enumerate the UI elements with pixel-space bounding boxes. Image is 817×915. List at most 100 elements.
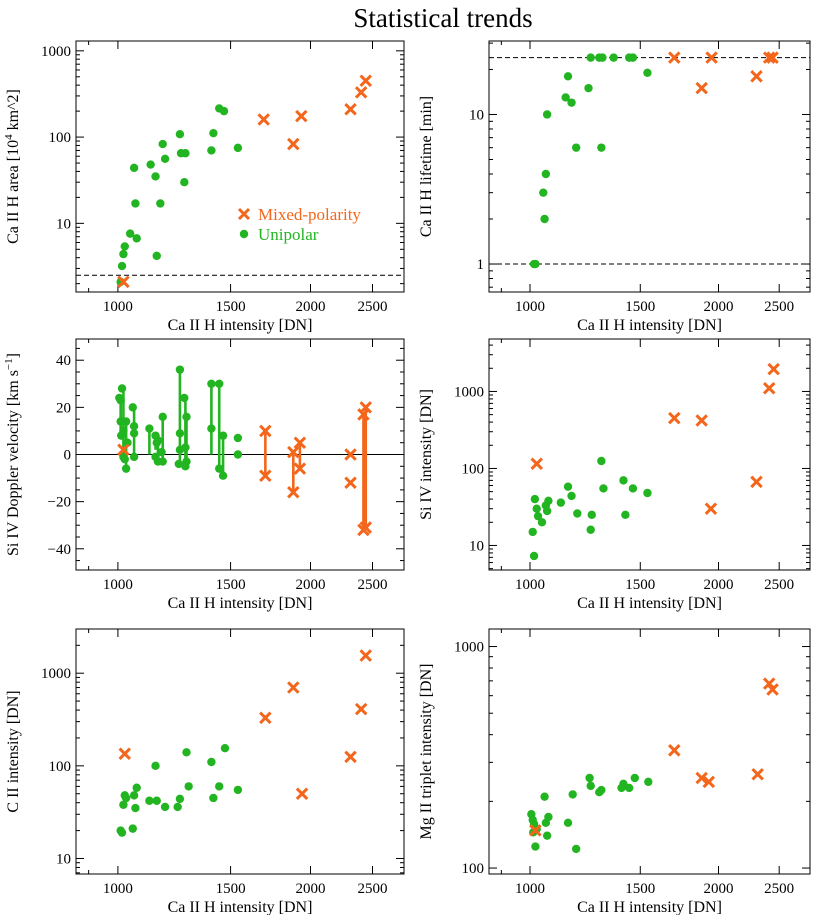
unipolar-point xyxy=(184,782,193,791)
x-tick-label: 2000 xyxy=(704,577,734,593)
unipolar-point xyxy=(157,447,166,457)
mixed-polarity-point xyxy=(287,681,300,694)
chart-panel-6: 1000 1500 2000 2500 100 1000 Ca II H intensity… xyxy=(418,628,811,915)
mixed-polarity-point xyxy=(762,51,776,64)
mixed-polarity-point xyxy=(354,86,368,99)
plot-frame xyxy=(488,628,811,875)
mixed-polarity-point xyxy=(359,521,373,534)
unipolar-point xyxy=(567,98,576,107)
x-axis-label: Ca II H intensity [DN] xyxy=(577,595,722,612)
mixed-polarity-point xyxy=(359,74,373,88)
unipolar-point xyxy=(587,510,596,520)
unipolar-point xyxy=(128,824,137,833)
unipolar-point xyxy=(571,143,581,152)
x-tick-label: 1500 xyxy=(216,299,246,315)
mixed-polarity-point xyxy=(359,401,373,414)
unipolar-point xyxy=(233,143,243,153)
mixed-polarity-point xyxy=(117,275,130,289)
unipolar-point xyxy=(145,424,154,433)
unipolar-point xyxy=(598,53,607,62)
mixed-polarity-point xyxy=(767,362,780,376)
unipolar-point xyxy=(207,379,216,388)
y-tick-label: 10 xyxy=(469,107,484,123)
x-axis-label: Ca II H intensity [DN] xyxy=(577,899,722,915)
y-tick-label: −20 xyxy=(48,495,71,511)
unipolar-point xyxy=(158,412,167,421)
x-tick-label: 1500 xyxy=(216,881,246,897)
mixed-polarity-point xyxy=(704,502,718,515)
mixed-polarity-point xyxy=(293,436,307,449)
unipolar-point xyxy=(528,527,537,537)
unipolar-point xyxy=(533,511,543,521)
mixed-polarity-point xyxy=(702,775,716,789)
unipolar-point xyxy=(532,504,541,513)
unipolar-point xyxy=(529,551,539,561)
plot-frame xyxy=(75,40,405,293)
mixed-polarity-point xyxy=(766,51,779,64)
unipolar-point xyxy=(128,403,137,412)
y-axis-label: C II intensity [DN] xyxy=(5,690,22,812)
unipolar-point xyxy=(544,812,553,822)
unipolar-point xyxy=(117,384,127,393)
unipolar-point xyxy=(542,831,552,840)
unipolar-point xyxy=(584,83,593,93)
legend-mixed-label: Mixed-polarity xyxy=(258,205,361,224)
unipolar-point xyxy=(120,242,129,251)
mixed-polarity-point xyxy=(293,462,307,475)
unipolar-point xyxy=(207,146,216,155)
unipolar-point xyxy=(131,199,140,208)
x-tick-label: 2500 xyxy=(358,299,388,315)
mixed-polarity-point xyxy=(695,771,708,785)
unipolar-point xyxy=(129,791,139,800)
unipolar-point xyxy=(152,796,161,805)
unipolar-point xyxy=(233,450,243,459)
x-tick-label: 2000 xyxy=(704,881,734,897)
unipolar-point xyxy=(628,53,638,62)
y-tick-label: 1000 xyxy=(454,384,484,400)
x-tick-label: 2000 xyxy=(296,299,326,315)
unipolar-point xyxy=(151,172,160,181)
x-tick-label: 2000 xyxy=(296,881,326,897)
chart-panel-4: 1000 1500 2000 2500 10 100 1000 Ca II H intensi… xyxy=(418,338,811,612)
chart-panel-3: 1000 1500 2000 2500 −40 −20 0 20 40 Ca II H inten… xyxy=(3,338,405,612)
unipolar-point xyxy=(568,790,577,799)
unipolar-point xyxy=(597,785,606,795)
unipolar-point xyxy=(597,456,606,466)
mixed-polarity-point xyxy=(359,649,373,662)
mixed-polarity-point xyxy=(295,109,308,123)
unipolar-point xyxy=(563,72,573,81)
plot-frame xyxy=(488,40,811,293)
y-tick-label: 0 xyxy=(64,448,72,464)
unipolar-point xyxy=(539,188,548,197)
unipolar-point xyxy=(174,459,183,469)
unipolar-point xyxy=(160,802,170,812)
mixed-polarity-point xyxy=(705,51,718,64)
unipolar-point xyxy=(643,68,652,77)
mixed-polarity-point xyxy=(354,702,368,716)
unipolar-point xyxy=(597,143,606,152)
unipolar-point xyxy=(573,509,582,518)
mixed-polarity-point xyxy=(257,113,270,126)
x-axis-label: Ca II H intensity [DN] xyxy=(168,317,313,334)
y-tick-label: 10 xyxy=(469,538,484,554)
unipolar-point xyxy=(541,169,551,179)
mixed-polarity-point xyxy=(668,411,681,425)
unipolar-point xyxy=(129,452,139,462)
mixed-polarity-point xyxy=(762,382,776,395)
mixed-polarity-point xyxy=(259,711,272,725)
x-tick-label: 1500 xyxy=(216,577,246,593)
unipolar-point xyxy=(182,748,191,757)
unipolar-point xyxy=(175,429,185,438)
mixed-polarity-point xyxy=(287,137,300,151)
legend-unipolar-label: Unipolar xyxy=(258,225,319,244)
unipolar-point xyxy=(537,518,547,527)
mixed-polarity-point xyxy=(344,476,357,490)
y-tick-label: 40 xyxy=(56,353,71,369)
unipolar-point xyxy=(132,783,141,792)
x-tick-label: 1000 xyxy=(103,881,133,897)
plot-frame xyxy=(75,628,405,875)
y-tick-label: 1000 xyxy=(454,640,484,656)
unipolar-point xyxy=(530,494,540,504)
unipolar-point xyxy=(175,365,185,374)
unipolar-point xyxy=(117,261,127,271)
